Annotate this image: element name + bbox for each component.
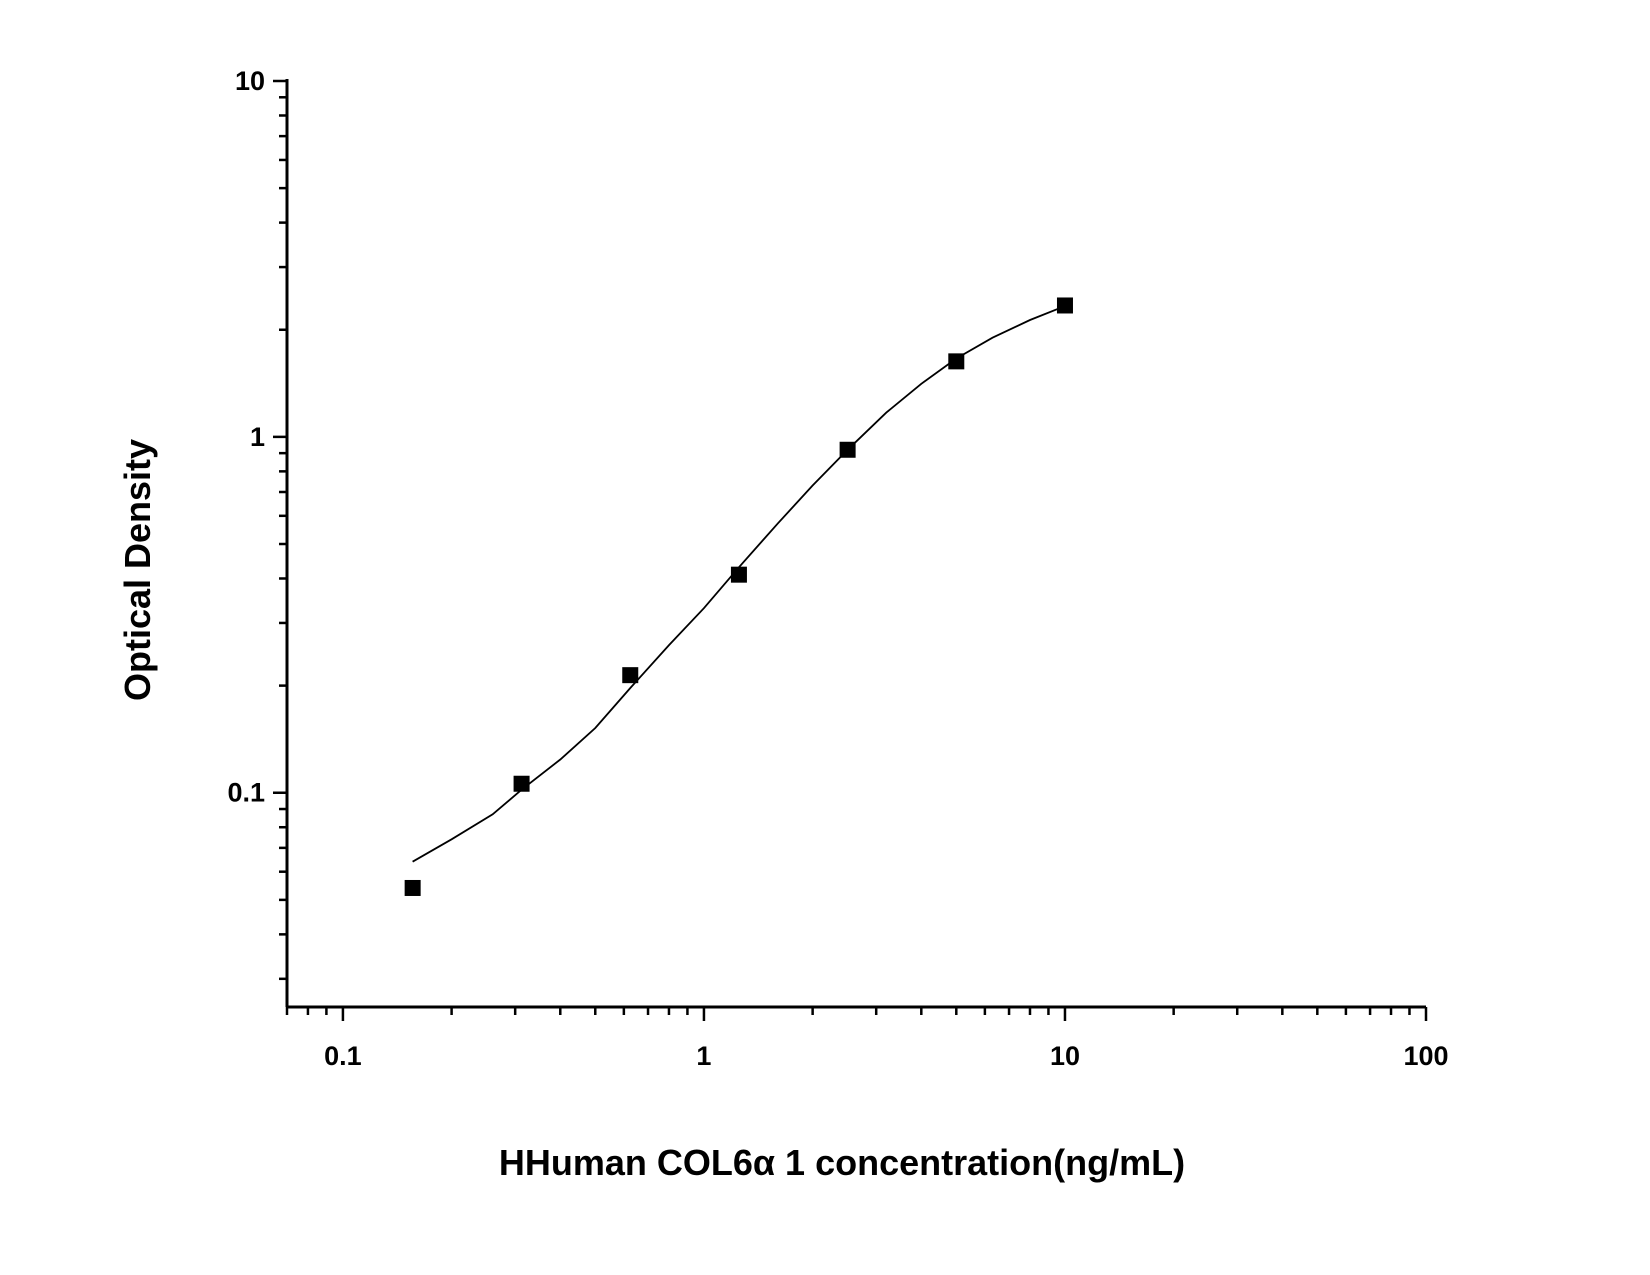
data-point bbox=[839, 441, 856, 458]
y-tick-label: 0.1 bbox=[227, 778, 265, 808]
x-axis-title: HHuman COL6α 1 concentration(ng/mL) bbox=[499, 1142, 1185, 1183]
x-tick-label: 10 bbox=[1050, 1041, 1080, 1071]
ticks bbox=[273, 79, 1428, 1021]
data-point bbox=[948, 353, 965, 370]
axes bbox=[285, 79, 1426, 1009]
fit-curve-layer bbox=[412, 305, 1066, 863]
y-tick-label: 1 bbox=[250, 422, 265, 452]
fit-curve bbox=[412, 305, 1066, 863]
data-point bbox=[1056, 297, 1073, 314]
data-points bbox=[404, 297, 1073, 896]
data-point bbox=[513, 775, 530, 792]
x-tick-label: 0.1 bbox=[324, 1041, 362, 1071]
y-tick-label: 10 bbox=[235, 66, 265, 96]
x-tick-label: 100 bbox=[1403, 1041, 1448, 1071]
data-point bbox=[622, 667, 639, 684]
data-point bbox=[404, 879, 421, 896]
y-axis-title: Optical Density bbox=[117, 439, 158, 701]
x-tick-label: 1 bbox=[696, 1041, 711, 1071]
data-point bbox=[730, 566, 747, 583]
tick-labels: 0.1 1 10 100 0.1 1 10 bbox=[227, 66, 1448, 1071]
